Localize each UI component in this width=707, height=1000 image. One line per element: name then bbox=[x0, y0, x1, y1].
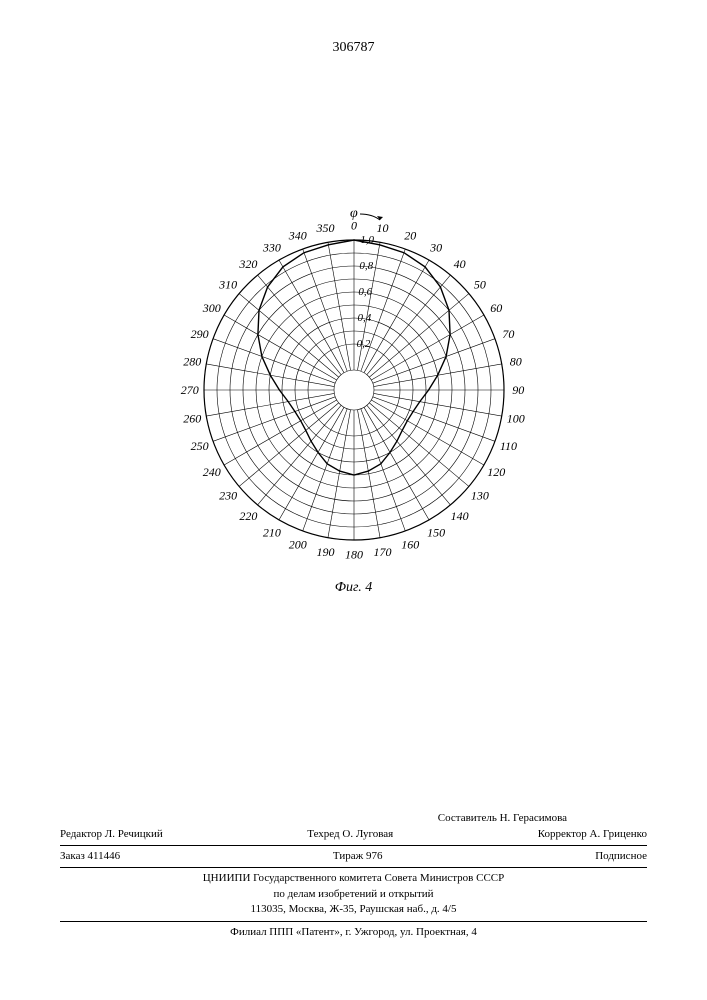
svg-text:0,8: 0,8 bbox=[359, 260, 373, 272]
svg-text:280: 280 bbox=[183, 354, 201, 368]
svg-text:φ: φ bbox=[350, 206, 358, 221]
svg-text:220: 220 bbox=[239, 509, 257, 523]
svg-text:240: 240 bbox=[202, 465, 220, 479]
svg-text:90: 90 bbox=[512, 383, 524, 397]
svg-text:0,6: 0,6 bbox=[358, 286, 372, 298]
svg-text:110: 110 bbox=[499, 439, 516, 453]
svg-text:320: 320 bbox=[238, 257, 257, 271]
svg-text:300: 300 bbox=[201, 301, 220, 315]
svg-text:20: 20 bbox=[404, 229, 416, 243]
svg-text:190: 190 bbox=[316, 545, 334, 559]
corrector: Корректор А. Гриценко bbox=[538, 827, 647, 842]
svg-text:210: 210 bbox=[262, 525, 280, 539]
svg-text:140: 140 bbox=[450, 509, 468, 523]
svg-text:150: 150 bbox=[427, 525, 445, 539]
svg-text:1,0: 1,0 bbox=[360, 234, 374, 246]
svg-text:10: 10 bbox=[376, 221, 388, 235]
svg-text:290: 290 bbox=[190, 327, 208, 341]
svg-text:120: 120 bbox=[487, 465, 505, 479]
polar-chart: 0102030405060708090100110120130140150160… bbox=[164, 200, 544, 585]
svg-text:50: 50 bbox=[473, 277, 485, 291]
techred: Техред О. Луговая bbox=[307, 827, 393, 842]
svg-text:60: 60 bbox=[490, 301, 502, 315]
figure-caption: Фиг. 4 bbox=[335, 580, 373, 596]
svg-text:160: 160 bbox=[401, 537, 419, 551]
footer-line4: Филиал ППП «Патент», г. Ужгород, ул. Про… bbox=[60, 925, 647, 940]
tirage: Тираж 976 bbox=[333, 849, 383, 864]
svg-text:250: 250 bbox=[190, 439, 208, 453]
svg-text:130: 130 bbox=[470, 489, 488, 503]
footer-line2: по делам изобретений и открытий bbox=[60, 887, 647, 902]
subscription: Подписное bbox=[595, 849, 647, 864]
svg-text:100: 100 bbox=[506, 412, 524, 426]
footer-line3: 113035, Москва, Ж-35, Раушская наб., д. … bbox=[60, 902, 647, 917]
svg-text:0,4: 0,4 bbox=[357, 312, 371, 324]
svg-text:170: 170 bbox=[373, 545, 391, 559]
svg-text:260: 260 bbox=[183, 412, 201, 426]
svg-text:80: 80 bbox=[509, 354, 521, 368]
order: Заказ 411446 bbox=[60, 849, 120, 864]
svg-text:200: 200 bbox=[288, 537, 306, 551]
svg-text:340: 340 bbox=[287, 229, 306, 243]
svg-text:230: 230 bbox=[219, 489, 237, 503]
svg-text:270: 270 bbox=[180, 383, 198, 397]
svg-text:30: 30 bbox=[429, 241, 442, 255]
editor: Редактор Л. Речицкий bbox=[60, 827, 163, 842]
footer-line1: ЦНИИПИ Государственного комитета Совета … bbox=[60, 871, 647, 886]
svg-text:70: 70 bbox=[502, 327, 514, 341]
compiler-text: Составитель Н. Герасимова bbox=[438, 811, 567, 826]
page-number: 306787 bbox=[333, 40, 375, 56]
svg-text:0,2: 0,2 bbox=[356, 338, 370, 350]
svg-text:330: 330 bbox=[261, 241, 280, 255]
footer-block: Составитель Н. Герасимова Редактор Л. Ре… bbox=[60, 811, 647, 940]
svg-text:180: 180 bbox=[345, 547, 363, 561]
svg-text:310: 310 bbox=[218, 277, 237, 291]
svg-text:350: 350 bbox=[315, 221, 334, 235]
svg-text:40: 40 bbox=[453, 257, 465, 271]
